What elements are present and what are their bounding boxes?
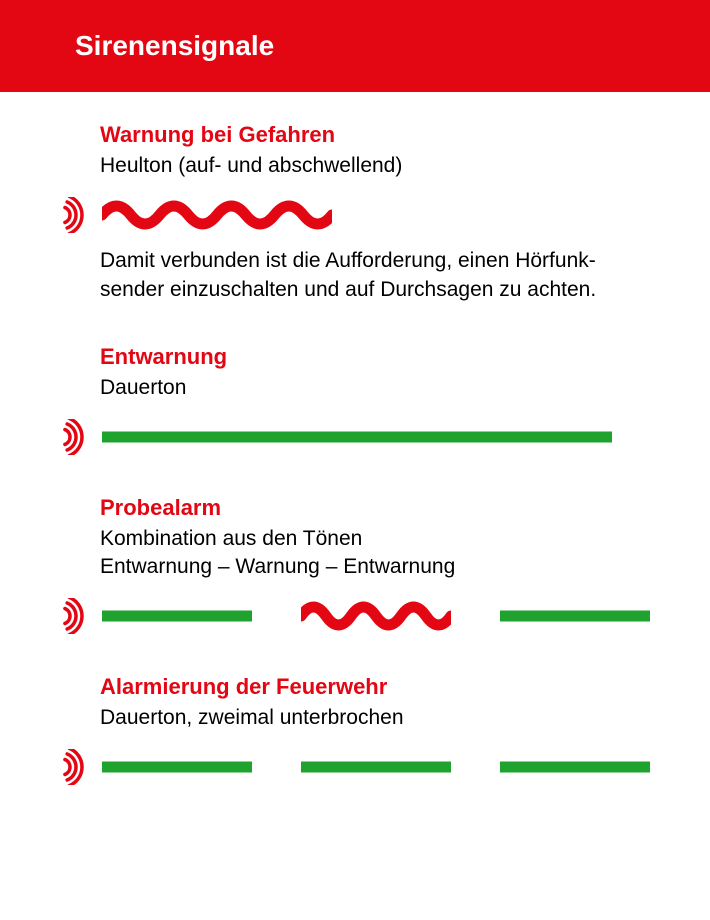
sound-icon bbox=[60, 598, 90, 634]
header-bar: Sirenensignale bbox=[0, 0, 710, 92]
signal-line bbox=[301, 752, 451, 782]
section-title: Probealarm bbox=[100, 495, 650, 521]
section-description: Damit verbunden ist die Aufforderung, ei… bbox=[100, 247, 650, 304]
signal-row bbox=[60, 197, 650, 233]
section-entwarnung: Entwarnung Dauerton bbox=[60, 344, 650, 455]
sound-icon bbox=[60, 197, 90, 233]
content-area: Warnung bei Gefahren Heulton (auf- und ab… bbox=[0, 92, 710, 785]
signal-line bbox=[102, 601, 252, 631]
signal-line bbox=[500, 752, 650, 782]
section-feuerwehr: Alarmierung der Feuerwehr Dauerton, zweim… bbox=[60, 674, 650, 785]
section-title: Entwarnung bbox=[100, 344, 650, 370]
section-subtitle: Dauerton, zweimal unterbrochen bbox=[100, 704, 650, 731]
section-subtitle: Kombination aus den TönenEntwarnung – Wa… bbox=[100, 525, 650, 580]
signal-wave bbox=[301, 601, 451, 631]
section-subtitle: Heulton (auf- und abschwellend) bbox=[100, 152, 650, 179]
signal-row bbox=[60, 598, 650, 634]
sound-icon bbox=[60, 749, 90, 785]
sound-icon bbox=[60, 419, 90, 455]
section-warnung: Warnung bei Gefahren Heulton (auf- und ab… bbox=[60, 122, 650, 304]
section-subtitle: Dauerton bbox=[100, 374, 650, 401]
signal-line bbox=[500, 601, 650, 631]
page-title: Sirenensignale bbox=[75, 30, 710, 62]
signal-line bbox=[102, 752, 252, 782]
section-title: Alarmierung der Feuerwehr bbox=[100, 674, 650, 700]
signal-row bbox=[60, 419, 650, 455]
signal-line bbox=[102, 422, 612, 452]
section-title: Warnung bei Gefahren bbox=[100, 122, 650, 148]
signal-wave bbox=[102, 200, 332, 230]
section-probealarm: Probealarm Kombination aus den TönenEntwa… bbox=[60, 495, 650, 634]
signal-row bbox=[60, 749, 650, 785]
